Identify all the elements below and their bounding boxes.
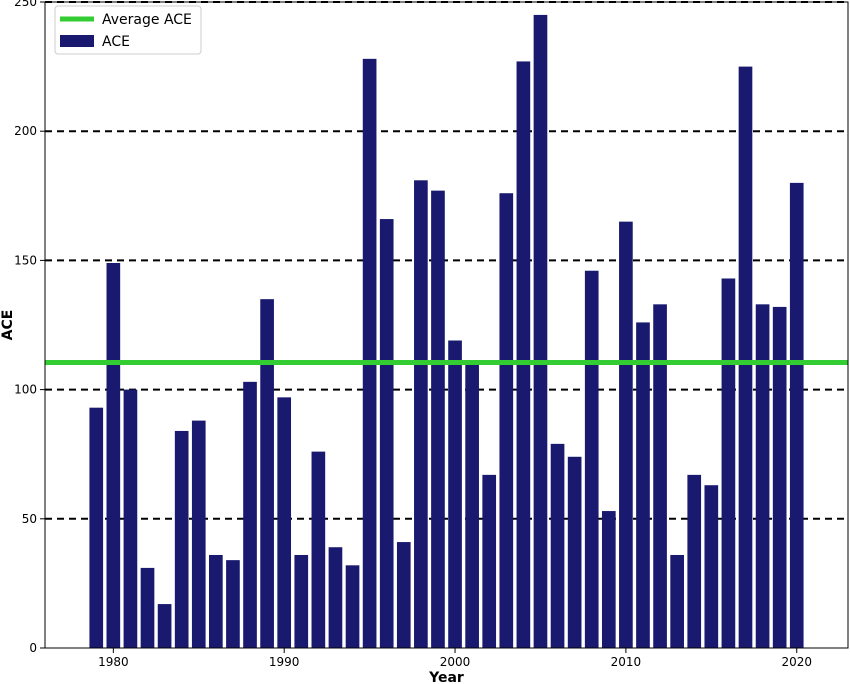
y-axis-ticks: 0 50 100 150 200 250 bbox=[14, 0, 45, 655]
bar-1991 bbox=[294, 554, 309, 648]
bar-1990 bbox=[277, 397, 292, 648]
bar-1992 bbox=[311, 451, 326, 648]
bar-2000 bbox=[448, 340, 462, 648]
y-tick-label-50: 50 bbox=[22, 512, 37, 526]
bar-1981 bbox=[123, 389, 138, 648]
bar-1998 bbox=[414, 180, 428, 648]
bar-2020 bbox=[789, 182, 804, 648]
bar-2008 bbox=[584, 270, 599, 648]
bar-1994 bbox=[345, 565, 360, 648]
y-tick-label-0: 0 bbox=[29, 641, 37, 655]
bar-2015 bbox=[704, 485, 719, 648]
bar-2013 bbox=[670, 554, 684, 648]
legend-ace-swatch bbox=[60, 35, 94, 47]
legend-average-label: Average ACE bbox=[102, 12, 192, 28]
bar-1996 bbox=[379, 219, 394, 648]
x-axis-title: Year bbox=[428, 670, 464, 684]
bar-1989 bbox=[260, 299, 274, 648]
bar-2016 bbox=[721, 278, 736, 648]
bar-2004 bbox=[516, 61, 531, 648]
x-axis-ticks: 1980 1990 2000 2010 2020 bbox=[98, 648, 812, 669]
legend-ace-label: ACE bbox=[102, 34, 130, 50]
bar-1999 bbox=[431, 190, 445, 648]
bar-1985 bbox=[191, 420, 206, 648]
bars bbox=[89, 14, 804, 649]
y-tick-label-150: 150 bbox=[14, 253, 37, 267]
x-tick-label-1980: 1980 bbox=[98, 655, 129, 669]
bar-2006 bbox=[550, 443, 565, 648]
y-tick-label-250: 250 bbox=[14, 0, 37, 9]
bar-1983 bbox=[157, 604, 172, 648]
bar-2014 bbox=[687, 474, 702, 648]
bar-1987 bbox=[226, 560, 240, 648]
bar-2019 bbox=[772, 306, 787, 648]
bar-2003 bbox=[499, 193, 514, 648]
bar-1995 bbox=[362, 58, 377, 648]
x-tick-label-2000: 2000 bbox=[440, 655, 471, 669]
bar-1980 bbox=[106, 262, 121, 648]
bar-2002 bbox=[482, 474, 497, 648]
bar-1982 bbox=[140, 567, 155, 648]
bar-1993 bbox=[328, 547, 343, 648]
legend: Average ACE ACE bbox=[54, 5, 202, 55]
bar-2001 bbox=[465, 363, 479, 648]
plot-frame bbox=[44, 1, 849, 649]
bar-2010 bbox=[619, 221, 633, 648]
bar-1986 bbox=[209, 554, 223, 648]
x-tick-label-1990: 1990 bbox=[269, 655, 300, 669]
x-tick-label-2020: 2020 bbox=[781, 655, 812, 669]
bar-1997 bbox=[396, 542, 411, 648]
bar-1979 bbox=[89, 407, 104, 648]
bar-2011 bbox=[636, 322, 650, 648]
bar-2012 bbox=[653, 304, 667, 648]
bar-1984 bbox=[174, 430, 189, 648]
bar-1988 bbox=[243, 381, 257, 648]
bar-2007 bbox=[567, 456, 582, 648]
x-tick-label-2010: 2010 bbox=[611, 655, 642, 669]
y-axis-title: ACE bbox=[0, 310, 16, 341]
bar-2017 bbox=[738, 66, 753, 649]
bar-2018 bbox=[755, 304, 770, 648]
bar-2005 bbox=[533, 14, 548, 649]
y-tick-label-200: 200 bbox=[14, 124, 37, 138]
y-tick-label-100: 100 bbox=[14, 383, 37, 397]
bar-2009 bbox=[601, 511, 616, 648]
